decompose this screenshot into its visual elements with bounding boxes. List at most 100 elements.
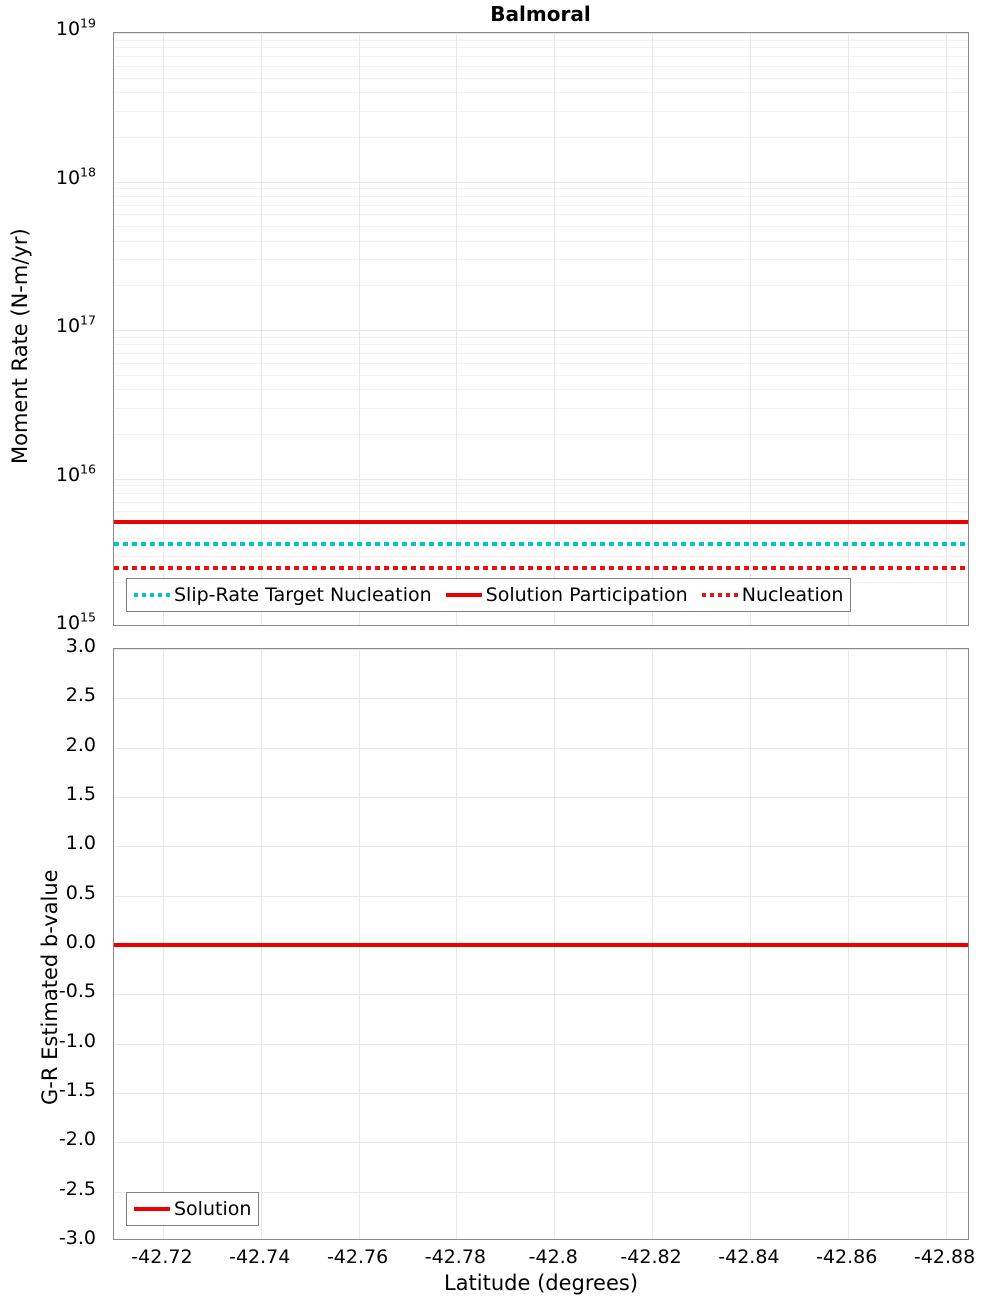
ytick-mantissa: 10: [55, 463, 81, 486]
ytick-label: 0.0: [65, 931, 96, 953]
gridline: [114, 501, 968, 503]
gridline: [114, 556, 968, 558]
b-value-plot-area: [113, 648, 969, 1240]
gridline: [114, 1191, 968, 1193]
data-series-line: [114, 542, 968, 547]
ytick-label: -2.0: [58, 1128, 96, 1151]
gridline: [114, 56, 968, 57]
legend-entry[interactable]: Slip-Rate Target Nucleation: [134, 583, 432, 606]
ytick-label: -3.0: [58, 1227, 96, 1249]
page-title: Balmoral: [490, 2, 591, 26]
xtick-label: -42.82: [620, 1246, 682, 1268]
ytick-mantissa: 10: [55, 166, 81, 189]
ytick-label: 1019: [56, 15, 104, 40]
legend-label: Nucleation: [741, 583, 844, 606]
gridline: [114, 353, 968, 354]
gridline: [114, 362, 968, 364]
ytick-label: 1016: [55, 462, 104, 486]
legend-label: Solution Participation: [485, 583, 688, 606]
gridline: [114, 797, 968, 798]
ytick-label: -1.5: [58, 1079, 96, 1101]
legend-label: Slip-Rate Target Nucleation: [174, 583, 432, 606]
gridline: [114, 240, 968, 242]
gridline: [114, 285, 968, 287]
gridline: [114, 92, 968, 94]
ytick-exponent: 17: [80, 312, 96, 328]
top-y-axis-label: Moment Rate (N-m/yr): [8, 228, 32, 464]
ytick-label: 1017: [56, 312, 104, 337]
gridline: [114, 433, 968, 435]
gridline: [114, 389, 968, 391]
ytick-exponent: 19: [80, 15, 96, 31]
bottom-y-axis-label: G-R Estimated b-value: [38, 869, 62, 1105]
xtick-label: -42.76: [326, 1246, 389, 1268]
gridline: [114, 846, 968, 848]
gridline: [114, 195, 968, 197]
gridline: [162, 33, 164, 625]
gridline: [114, 33, 968, 34]
gridline: [114, 649, 968, 650]
xtick-label: -42.88: [913, 1246, 976, 1268]
gridline: [114, 511, 968, 513]
gridline: [114, 1093, 968, 1094]
gridline: [114, 492, 968, 494]
gridline: [114, 259, 968, 261]
gridline: [114, 344, 968, 346]
gridline: [114, 136, 968, 138]
gridline: [114, 336, 968, 338]
gridline: [114, 994, 968, 996]
gridline: [945, 33, 947, 625]
moment-rate-legend[interactable]: Slip-Rate Target Nucleation Solution Part…: [126, 578, 852, 612]
gridline: [847, 33, 849, 625]
gridline: [114, 1142, 968, 1144]
ytick-label: 3.0: [65, 635, 96, 657]
gridline: [114, 330, 968, 331]
xtick-label: -42.84: [718, 1246, 780, 1268]
ytick-mantissa: 10: [55, 612, 81, 634]
gridline: [114, 226, 968, 228]
gridline: [114, 214, 968, 216]
gridline: [114, 485, 968, 487]
gridline: [456, 33, 458, 625]
legend-entry[interactable]: Solution Participation: [445, 583, 688, 606]
ytick-label: 1.5: [65, 783, 96, 805]
gridline: [114, 374, 968, 376]
ytick-label: 0.5: [65, 881, 96, 904]
gridline: [114, 188, 968, 190]
ytick-label: 1015: [55, 609, 104, 634]
ytick-label: 1018: [55, 165, 104, 189]
gridline: [114, 39, 968, 41]
gridline: [114, 181, 968, 183]
legend-line-swatch-icon: [445, 593, 482, 597]
gridline: [114, 204, 968, 206]
top-ytick-labels: 1019 1018 1017 1016 1015: [0, 17, 104, 634]
xtick-label: -42.78: [424, 1246, 487, 1268]
gridline: [114, 895, 968, 897]
gridline: [114, 1043, 968, 1045]
gridline: [114, 407, 968, 409]
bottom-ytick-labels: 3.0 2.5 2.0 1.5 1.0 0.5 0.0 -0.5 -1.0 -1.5 -2.0 -2.…: [0, 635, 104, 1249]
data-series-line: [114, 519, 968, 524]
gridline: [652, 33, 654, 625]
legend-entry[interactable]: Nucleation: [701, 583, 844, 606]
gridline: [749, 33, 751, 625]
xtick-label: -42.72: [131, 1246, 193, 1268]
gridline: [554, 33, 556, 625]
b-value-legend[interactable]: Solution: [126, 1192, 260, 1226]
xtick-label: -42.74: [229, 1246, 291, 1268]
legend-entry[interactable]: Solution: [134, 1197, 252, 1220]
gridline: [114, 47, 968, 49]
xtick-label: -42.8: [528, 1246, 578, 1268]
legend-line-swatch-icon: [134, 1207, 170, 1211]
xtick-label: -42.86: [816, 1246, 878, 1268]
gridline: [114, 77, 968, 79]
moment-rate-plot-area: [113, 32, 969, 626]
ytick-exponent: 15: [80, 609, 96, 625]
gridline: [114, 478, 968, 480]
gridline: [114, 110, 968, 112]
legend-label: Solution: [174, 1197, 252, 1220]
gridline: [114, 747, 968, 749]
ytick-label: -2.5: [58, 1177, 96, 1200]
ytick-label: 1.0: [65, 832, 96, 855]
